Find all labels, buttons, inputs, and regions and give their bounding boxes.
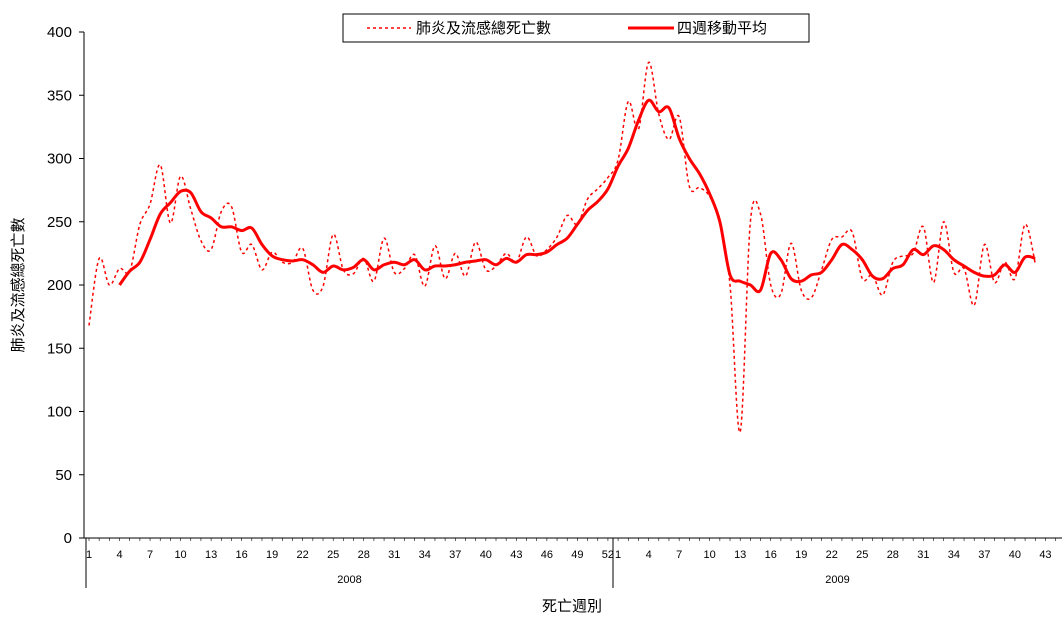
x-tick-label: 13 [734, 549, 746, 561]
x-tick-label: 22 [826, 549, 838, 561]
x-tick-label: 31 [388, 549, 400, 561]
x-tick-label: 34 [948, 549, 960, 561]
y-tick-label: 200 [47, 277, 72, 294]
x-tick-label: 25 [327, 549, 339, 561]
x-tick-label: 40 [1009, 549, 1021, 561]
x-tick-label: 25 [856, 549, 868, 561]
x-tick-label: 43 [1039, 549, 1051, 561]
y-axis-title: 肺炎及流感總死亡數 [9, 217, 27, 352]
series-line-total-deaths [88, 61, 1037, 433]
y-tick-label: 100 [47, 404, 72, 421]
x-tick-label: 16 [765, 549, 777, 561]
x-tick-label: 10 [704, 549, 716, 561]
legend-label-total-deaths: 肺炎及流感總死亡數 [416, 19, 551, 37]
x-tick-label: 16 [236, 549, 248, 561]
x-group-label: 2009 [825, 574, 849, 586]
legend: 肺炎及流感總死亡數 四週移動平均 [342, 13, 810, 43]
y-tick-label: 0 [64, 530, 72, 547]
x-group-label: 2008 [337, 574, 361, 586]
x-tick-label: 31 [917, 549, 929, 561]
x-tick-label: 7 [676, 549, 682, 561]
x-tick-label: 4 [116, 549, 122, 561]
x-tick-label: 34 [419, 549, 431, 561]
x-tick-label: 43 [510, 549, 522, 561]
x-tick-label: 37 [449, 549, 461, 561]
x-tick-label: 22 [297, 549, 309, 561]
x-tick-label: 37 [978, 549, 990, 561]
x-tick-label: 19 [795, 549, 807, 561]
y-tick-label: 350 [47, 87, 72, 104]
y-tick-label: 50 [55, 467, 72, 484]
series-line-moving-average [118, 98, 1036, 294]
legend-label-moving-average: 四週移動平均 [677, 19, 767, 37]
x-tick-label: 7 [147, 549, 153, 561]
x-tick-label: 10 [174, 549, 186, 561]
y-tick-label: 300 [47, 151, 72, 168]
x-axis-title: 死亡週別 [542, 597, 602, 615]
x-tick-label: 28 [358, 549, 370, 561]
y-tick-label: 400 [47, 24, 72, 41]
x-tick-label: 1 [615, 549, 621, 561]
x-tick-label: 40 [480, 549, 492, 561]
x-tick-label: 28 [887, 549, 899, 561]
y-tick-label: 250 [47, 214, 72, 231]
x-tick-label: 46 [541, 549, 553, 561]
x-tick-label: 52 [602, 549, 614, 561]
x-tick-label: 1 [86, 549, 92, 561]
x-tick-label: 13 [205, 549, 217, 561]
x-tick-label: 19 [266, 549, 278, 561]
x-tick-label: 4 [646, 549, 652, 561]
y-tick-label: 150 [47, 340, 72, 357]
legend-box [342, 13, 810, 43]
x-tick-label: 49 [571, 549, 583, 561]
